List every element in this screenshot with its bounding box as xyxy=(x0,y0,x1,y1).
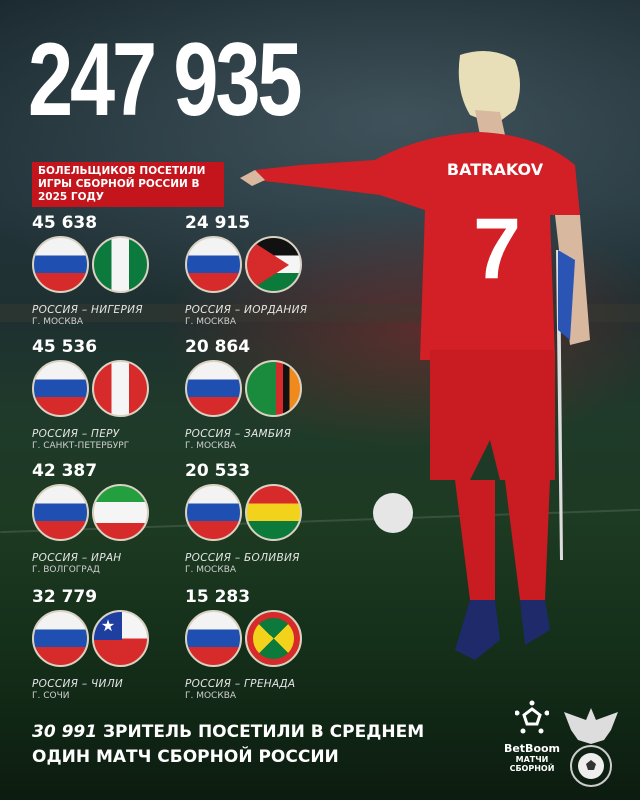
average-line1: ЗРИТЕЛЬ ПОСЕТИЛИ В СРЕДНЕМ xyxy=(102,722,425,742)
match-city: Г. САНКТ-ПЕТЕРБУРГ xyxy=(32,441,130,451)
match-title: РОССИЯ – ЗАМБИЯ xyxy=(185,428,292,440)
logo-brand: BetBoom xyxy=(503,742,561,755)
betboom-logo: BetBoom МАТЧИ СБОРНОЙ xyxy=(500,700,564,773)
average-attendance-text: 30 991 ЗРИТЕЛЬ ПОСЕТИЛИ В СРЕДНЕМ ОДИН М… xyxy=(32,720,424,770)
match-card: 42 387 РОССИЯ – ИРАН Г. ВОЛГОГРАД xyxy=(32,461,182,576)
chile-flag-icon xyxy=(92,610,149,667)
attendance: 24 915 xyxy=(185,213,251,233)
match-card: 45 638 РОССИЯ – НИГЕРИЯ Г. МОСКВА xyxy=(32,213,182,328)
attendance: 45 638 xyxy=(32,213,98,233)
match-city: Г. СОЧИ xyxy=(32,691,70,701)
match-city: Г. МОСКВА xyxy=(185,691,237,701)
headline-banner: БОЛЕЛЬЩИКОВ ПОСЕТИЛИ ИГРЫ СБОРНОЙ РОССИИ… xyxy=(32,162,224,207)
average-number: 30 991 xyxy=(32,722,98,742)
jordan-flag-icon xyxy=(245,236,302,293)
attendance: 20 533 xyxy=(185,461,251,481)
match-card: 20 864 РОССИЯ – ЗАМБИЯ Г. МОСКВА xyxy=(185,337,335,452)
match-city: Г. МОСКВА xyxy=(185,565,237,575)
russia-flag-icon xyxy=(185,236,242,293)
match-city: Г. МОСКВА xyxy=(185,441,237,451)
match-city: Г. МОСКВА xyxy=(32,317,84,327)
match-card: 32 779 РОССИЯ – ЧИЛИ Г. СОЧИ xyxy=(32,587,182,702)
total-attendance: 247 935 xyxy=(28,22,303,138)
star-ball-icon xyxy=(514,700,550,734)
logo-sub1: МАТЧИ xyxy=(515,755,549,764)
match-title: РОССИЯ – ИРАН xyxy=(32,552,122,564)
attendance: 42 387 xyxy=(32,461,98,481)
russia-flag-icon xyxy=(32,484,89,541)
attendance: 20 864 xyxy=(185,337,251,357)
grenada-flag-icon xyxy=(245,610,302,667)
match-title: РОССИЯ – ПЕРУ xyxy=(32,428,120,440)
russia-flag-icon xyxy=(32,236,89,293)
match-title: РОССИЯ – НИГЕРИЯ xyxy=(32,304,143,316)
match-city: Г. МОСКВА xyxy=(185,317,237,327)
russia-flag-icon xyxy=(185,360,242,417)
match-title: РОССИЯ – БОЛИВИЯ xyxy=(185,552,300,564)
russia-flag-icon xyxy=(185,484,242,541)
match-card: 24 915 РОССИЯ – ИОРДАНИЯ Г. МОСКВА xyxy=(185,213,335,328)
peru-flag-icon xyxy=(92,360,149,417)
russia-flag-icon xyxy=(32,360,89,417)
match-title: РОССИЯ – ИОРДАНИЯ xyxy=(185,304,308,316)
nigeria-flag-icon xyxy=(92,236,149,293)
bolivia-flag-icon xyxy=(245,484,302,541)
russia-flag-icon xyxy=(32,610,89,667)
attendance: 15 283 xyxy=(185,587,251,607)
attendance: 45 536 xyxy=(32,337,98,357)
match-card: 15 283 РОССИЯ – ГРЕНАДА Г. МОСКВА xyxy=(185,587,335,702)
match-city: Г. ВОЛГОГРАД xyxy=(32,565,100,575)
logo-sub2: СБОРНОЙ xyxy=(509,764,555,773)
match-title: РОССИЯ – ЧИЛИ xyxy=(32,678,124,690)
jersey-name: BATRAKOV xyxy=(447,160,544,179)
jersey-number: 7 xyxy=(473,201,521,297)
match-card: 45 536 РОССИЯ – ПЕРУ Г. САНКТ-ПЕТЕРБУРГ xyxy=(32,337,182,452)
match-card: 20 533 РОССИЯ – БОЛИВИЯ Г. МОСКВА xyxy=(185,461,335,576)
attendance: 32 779 xyxy=(32,587,98,607)
player-image: BATRAKOV 7 xyxy=(240,51,590,660)
average-line2: ОДИН МАТЧ СБОРНОЙ РОССИИ xyxy=(32,747,339,767)
russia-flag-icon xyxy=(185,610,242,667)
iran-flag-icon xyxy=(92,484,149,541)
zambia-flag-icon xyxy=(245,360,302,417)
rfs-eagle-emblem-icon xyxy=(564,708,618,787)
match-title: РОССИЯ – ГРЕНАДА xyxy=(185,678,296,690)
